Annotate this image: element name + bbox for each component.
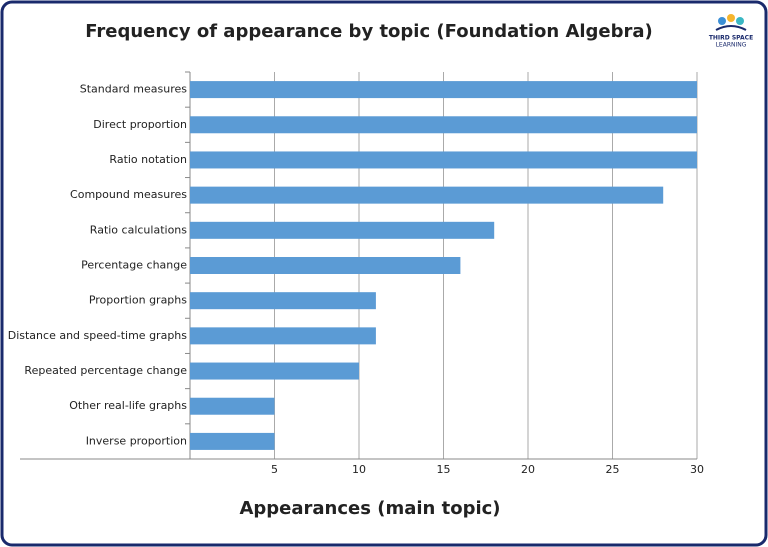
bar [190, 292, 376, 310]
logo-text: LEARNING [716, 42, 747, 49]
logo-dot [736, 17, 744, 25]
logo-dot [727, 14, 735, 22]
y-tick-label: Standard measures [80, 83, 188, 96]
bar [190, 327, 376, 345]
bar [190, 257, 461, 274]
y-tick-label: Proportion graphs [89, 294, 187, 307]
bar [190, 397, 275, 415]
bar [190, 81, 697, 99]
y-tick-label: Percentage change [81, 259, 187, 272]
bar [190, 186, 664, 204]
y-tick-label: Distance and speed-time graphs [8, 329, 188, 342]
logo-text: THIRD SPACE [709, 35, 753, 42]
y-tick-label: Repeated percentage change [24, 364, 187, 377]
bar [190, 432, 275, 450]
bar [190, 116, 697, 134]
y-tick-label: Ratio calculations [90, 223, 187, 236]
logo-dot [718, 17, 726, 25]
y-tick-label: Direct proportion [93, 118, 187, 131]
bar [190, 362, 359, 380]
x-tick-label: 5 [271, 463, 278, 476]
logo-arc [715, 25, 747, 31]
y-tick-label: Other real-life graphs [69, 399, 187, 412]
x-axis-label: Appearances (main topic) [239, 498, 500, 519]
y-tick-label: Inverse proportion [86, 434, 187, 447]
x-tick-label: 25 [606, 463, 620, 476]
logo: THIRD SPACE LEARNING [709, 14, 753, 49]
y-tick-label: Ratio notation [109, 153, 187, 166]
x-tick-label: 20 [521, 463, 535, 476]
y-tick-label: Compound measures [70, 188, 187, 201]
x-tick-label: 15 [437, 463, 451, 476]
x-tick-label: 30 [690, 463, 704, 476]
chart-title: Frequency of appearance by topic (Founda… [85, 21, 653, 42]
bar [190, 221, 495, 239]
bar [190, 151, 697, 169]
x-tick-label: 10 [352, 463, 366, 476]
